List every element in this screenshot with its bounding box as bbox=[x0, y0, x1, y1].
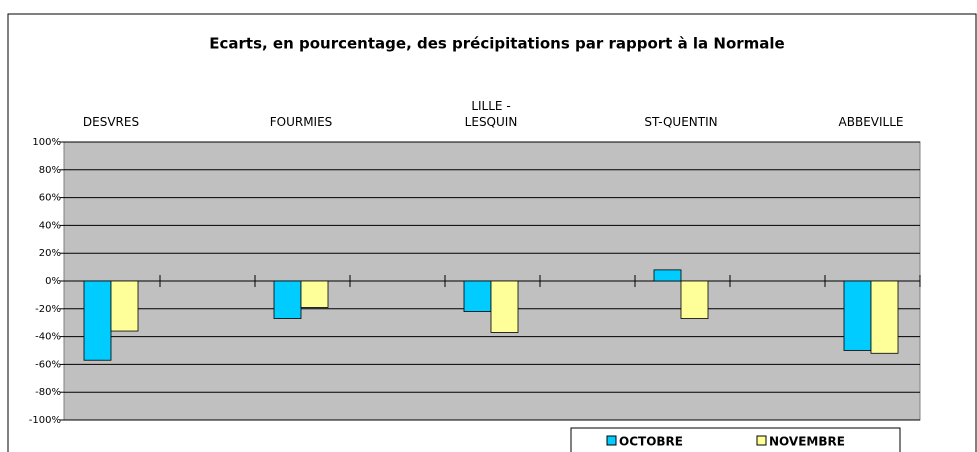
bar bbox=[83, 280, 112, 361]
legend-label: OCTOBRE bbox=[619, 435, 683, 449]
y-tick-label: -60% bbox=[35, 359, 61, 370]
y-tick-label: -40% bbox=[35, 332, 61, 343]
category-label: ST-QUENTIN bbox=[644, 115, 718, 129]
y-tick-label: -20% bbox=[35, 304, 61, 315]
legend-swatch bbox=[606, 435, 617, 446]
y-tick-label: 100% bbox=[32, 137, 61, 148]
y-tick-label: -80% bbox=[35, 387, 61, 398]
legend-swatch bbox=[756, 435, 767, 446]
y-tick-label: 80% bbox=[39, 165, 61, 176]
bar bbox=[843, 280, 872, 351]
legend-label: NOVEMBRE bbox=[769, 435, 845, 449]
bar bbox=[300, 280, 329, 308]
y-tick-label: -100% bbox=[29, 415, 61, 426]
y-tick-label: 40% bbox=[39, 220, 61, 231]
y-tick-label: 0% bbox=[45, 276, 61, 287]
bar bbox=[680, 280, 709, 319]
chart-title: Ecarts, en pourcentage, des précipitatio… bbox=[209, 35, 784, 53]
category-label: LILLE - LESQUIN bbox=[464, 99, 518, 129]
bar bbox=[490, 280, 519, 333]
y-tick-label: 20% bbox=[39, 248, 61, 259]
bar bbox=[110, 280, 139, 332]
category-label: ABBEVILLE bbox=[838, 115, 904, 129]
bar bbox=[273, 280, 302, 319]
legend bbox=[570, 427, 901, 452]
bar bbox=[653, 269, 682, 282]
category-label: DESVRES bbox=[82, 115, 140, 129]
bar bbox=[463, 280, 492, 312]
category-label: FOURMIES bbox=[269, 115, 333, 129]
y-tick-label: 60% bbox=[39, 193, 61, 204]
bar bbox=[870, 280, 899, 354]
